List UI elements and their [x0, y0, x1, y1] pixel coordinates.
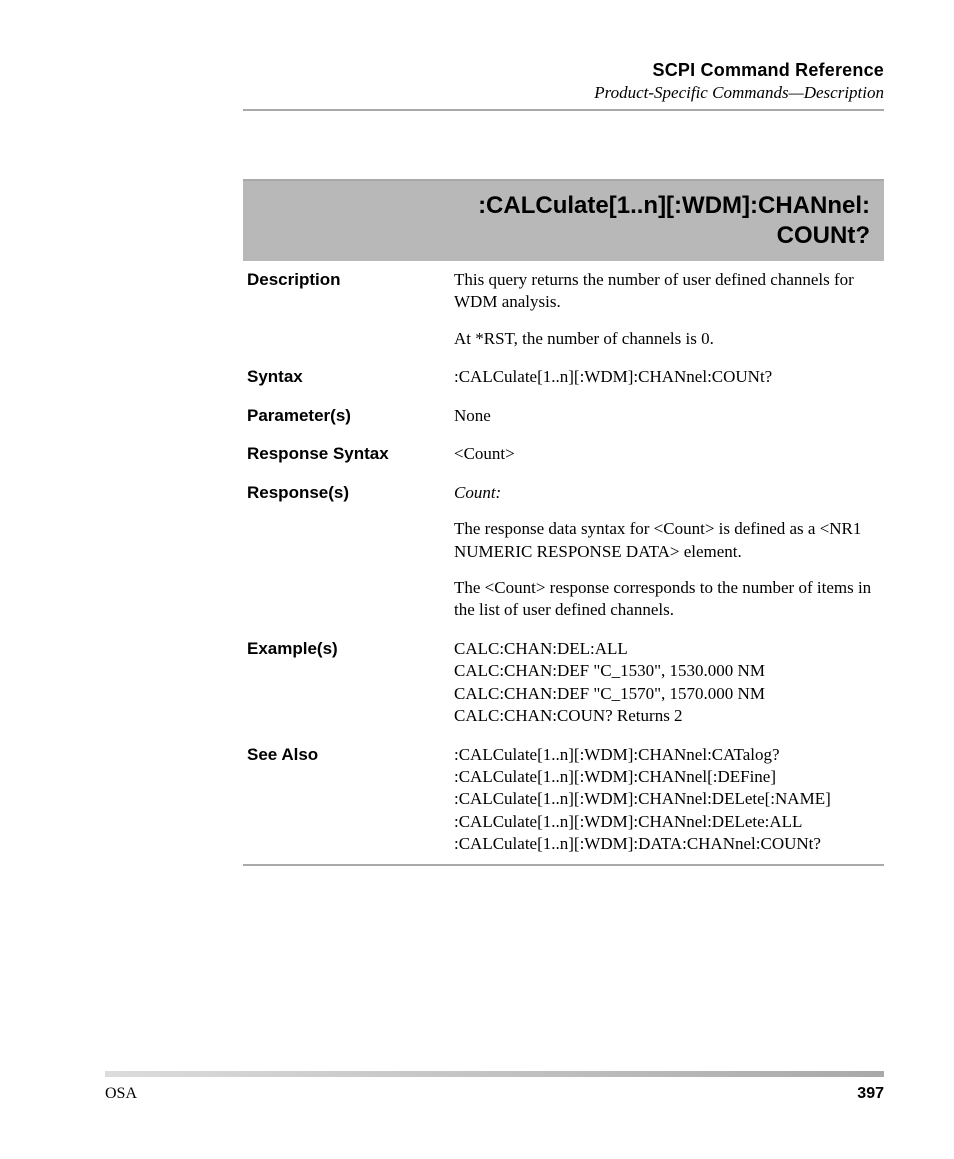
- description-para1: This query returns the number of user de…: [454, 269, 878, 314]
- command-block: :CALCulate[1..n][:WDM]:CHANnel: COUNt? D…: [243, 179, 884, 866]
- table-row: Example(s) CALC:CHAN:DEL:ALL CALC:CHAN:D…: [243, 630, 884, 736]
- table-row: Response(s) Count: The response data syn…: [243, 474, 884, 630]
- label-responses: Response(s): [243, 474, 448, 630]
- command-title-line1: :CALCulate[1..n][:WDM]:CHANnel:: [478, 192, 870, 219]
- table-row: Parameter(s) None: [243, 397, 884, 435]
- section-title: Product-Specific Commands—Description: [105, 83, 884, 103]
- value-parameters: None: [448, 397, 884, 435]
- table-row: Response Syntax <Count>: [243, 435, 884, 473]
- chapter-title: SCPI Command Reference: [105, 60, 884, 81]
- value-responses: Count: The response data syntax for <Cou…: [448, 474, 884, 630]
- value-description: This query returns the number of user de…: [448, 261, 884, 358]
- command-title-line2: COUNt?: [777, 222, 870, 249]
- responses-para1: The response data syntax for <Count> is …: [454, 518, 878, 563]
- footer-rule: [105, 1071, 884, 1077]
- example-line: CALC:CHAN:DEF "C_1530", 1530.000 NM: [454, 660, 878, 682]
- value-examples: CALC:CHAN:DEL:ALL CALC:CHAN:DEF "C_1530"…: [448, 630, 884, 736]
- label-see-also: See Also: [243, 736, 448, 864]
- see-also-line: :CALCulate[1..n][:WDM]:CHANnel:DELete[:N…: [454, 788, 878, 810]
- table-row: See Also :CALCulate[1..n][:WDM]:CHANnel:…: [243, 736, 884, 864]
- label-examples: Example(s): [243, 630, 448, 736]
- reference-table: Description This query returns the numbe…: [243, 261, 884, 864]
- label-syntax: Syntax: [243, 358, 448, 396]
- see-also-line: :CALCulate[1..n][:WDM]:CHANnel:DELete:AL…: [454, 811, 878, 833]
- footer-page-number: 397: [857, 1085, 884, 1103]
- example-line: CALC:CHAN:DEL:ALL: [454, 638, 878, 660]
- label-description: Description: [243, 261, 448, 358]
- footer-product: OSA: [105, 1085, 137, 1103]
- value-response-syntax: <Count>: [448, 435, 884, 473]
- see-also-line: :CALCulate[1..n][:WDM]:CHANnel[:DEFine]: [454, 766, 878, 788]
- example-line: CALC:CHAN:DEF "C_1570", 1570.000 NM: [454, 683, 878, 705]
- label-response-syntax: Response Syntax: [243, 435, 448, 473]
- responses-para2: The <Count> response corresponds to the …: [454, 577, 878, 622]
- value-syntax: :CALCulate[1..n][:WDM]:CHANnel:COUNt?: [448, 358, 884, 396]
- page: SCPI Command Reference Product-Specific …: [0, 0, 954, 1159]
- value-see-also: :CALCulate[1..n][:WDM]:CHANnel:CATalog? …: [448, 736, 884, 864]
- table-row: Description This query returns the numbe…: [243, 261, 884, 358]
- page-footer: OSA 397: [105, 1063, 884, 1103]
- header-rule: [243, 109, 884, 111]
- see-also-line: :CALCulate[1..n][:WDM]:CHANnel:CATalog?: [454, 744, 878, 766]
- example-line: CALC:CHAN:COUN? Returns 2: [454, 705, 878, 727]
- table-row: Syntax :CALCulate[1..n][:WDM]:CHANnel:CO…: [243, 358, 884, 396]
- label-parameters: Parameter(s): [243, 397, 448, 435]
- response-name: Count:: [454, 482, 878, 504]
- see-also-line: :CALCulate[1..n][:WDM]:DATA:CHANnel:COUN…: [454, 833, 878, 855]
- footer-line: OSA 397: [105, 1085, 884, 1103]
- command-title-bar: :CALCulate[1..n][:WDM]:CHANnel: COUNt?: [243, 181, 884, 261]
- description-para2: At *RST, the number of channels is 0.: [454, 328, 878, 350]
- running-header: SCPI Command Reference Product-Specific …: [105, 60, 884, 103]
